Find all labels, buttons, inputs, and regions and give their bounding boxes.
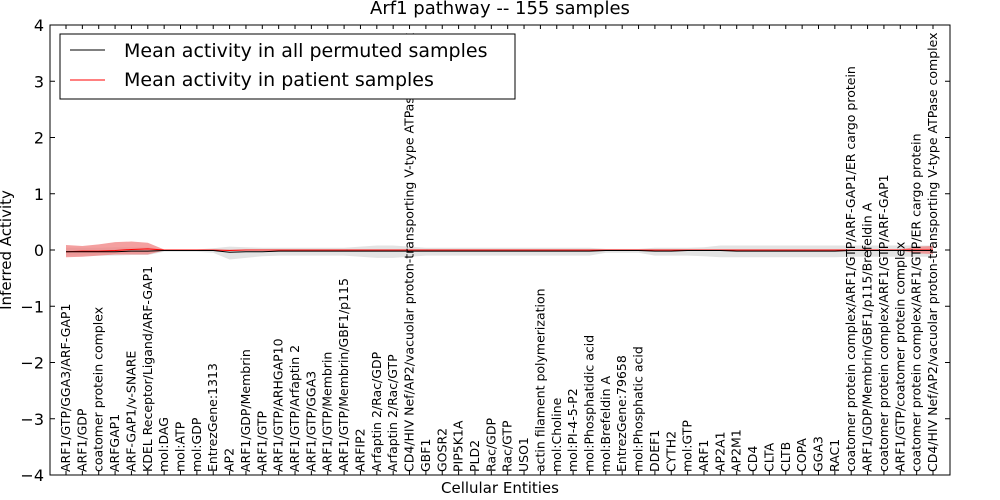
y-tick-label: −2 <box>20 354 44 373</box>
category-label: PIP5K1A <box>451 420 466 472</box>
category-label: mol:GTP <box>680 420 695 472</box>
category-label: ARF1/GTP/Arfaptin 2 <box>287 345 302 472</box>
category-label: EntrezGene:1313 <box>205 363 220 472</box>
category-label: ARF1/GDP/Membrin <box>238 349 253 472</box>
category-label: mol:Phosphatidic acid <box>581 335 596 472</box>
confidence-bands <box>66 241 933 260</box>
category-label: ARF1/GTP/Membrin <box>320 352 335 472</box>
y-axis-title: Inferred Activity <box>0 190 15 310</box>
category-label: Rac/GDP <box>483 418 498 472</box>
category-label: mol:Phosphatic acid <box>631 346 646 472</box>
category-label: mol:DAG <box>156 417 171 472</box>
category-label: ARF1/GTP/Membrin/GBF1/p115 <box>336 278 351 472</box>
category-label: actin filament polymerization <box>532 288 547 472</box>
category-label: CYTH2 <box>663 431 678 472</box>
y-tick-label: −3 <box>20 410 44 429</box>
y-tick-label: 3 <box>34 72 44 91</box>
category-labels: ARF1/GTP/GGA3/ARF-GAP1 ARF1/GDP coatomer p… <box>58 33 940 473</box>
category-label: CD4/HIV Nef/AP2/vacuolar proton-transpor… <box>925 33 940 473</box>
y-tick-label: −4 <box>20 466 44 485</box>
permuted-band <box>66 245 933 260</box>
category-label: DDEF1 <box>647 430 662 472</box>
category-label: PLD2 <box>467 440 482 472</box>
patient-mean-line <box>65 248 933 253</box>
category-label: USO1 <box>516 437 531 472</box>
y-tick-label: 0 <box>34 241 44 260</box>
y-axis: 4 3 2 1 0 −1 −2 −3 −4 <box>20 16 950 485</box>
permuted-mean-line <box>66 250 933 253</box>
category-label: coatomer protein complex <box>91 307 106 472</box>
y-tick-label: 1 <box>34 185 44 204</box>
category-label: CD4 <box>745 446 760 472</box>
plot-area <box>65 241 933 260</box>
category-label: ARF1 <box>696 440 711 472</box>
category-label: ARFGAP1 <box>107 414 122 472</box>
category-label: coatomer protein complex/ARF1/GTP/ARF-GA… <box>843 66 858 472</box>
category-label: Arfaptin 2/Rac/GDP <box>369 351 384 472</box>
category-label: RAC1 <box>827 439 842 472</box>
category-label: ARF1/GDP/Membrin/GBF1/p115/Brefeldin A <box>860 202 875 472</box>
category-label: ARF-GAP1/v-SNARE <box>123 351 138 472</box>
x-axis-ticks <box>65 25 934 475</box>
category-label: coatomer protein complex/ARF1/GTP/ARF-GA… <box>876 174 891 472</box>
y-tick-label: −1 <box>20 297 44 316</box>
chart-title: Arf1 pathway -- 155 samples <box>370 0 630 19</box>
category-label: GOSR2 <box>434 428 449 472</box>
category-label: COPA <box>794 438 809 472</box>
x-axis-title: Cellular Entities <box>441 479 559 497</box>
category-label: ARF1/GTP <box>254 411 269 472</box>
category-label: ARF1/GTP/GGA3 <box>303 371 318 472</box>
category-label: mol:Choline <box>549 397 564 472</box>
category-label: mol:PI-4-5-P2 <box>565 388 580 472</box>
legend: Mean activity in all permuted samples Me… <box>59 33 516 100</box>
category-label: KDEL Receptor/Ligand/ARF-GAP1 <box>140 266 155 472</box>
y-tick-label: 2 <box>34 129 44 148</box>
category-label: ARFIP2 <box>352 428 367 472</box>
legend-box <box>59 33 516 100</box>
category-label: GGA3 <box>810 436 825 472</box>
legend-label-permuted: Mean activity in all permuted samples <box>124 40 487 62</box>
category-label: CLTA <box>761 442 776 472</box>
series-lines <box>65 248 933 253</box>
category-label: ARF1/GTP/GGA3/ARF-GAP1 <box>58 304 73 472</box>
y-tick-label: 4 <box>34 16 44 35</box>
category-label: AP2M1 <box>729 429 744 472</box>
category-label: Rac/GTP <box>500 420 515 472</box>
category-label: AP2A1 <box>712 431 727 472</box>
category-label: mol:Brefeldin A <box>598 375 613 472</box>
category-label: coatomer protein complex/ARF1/GTP/ER car… <box>909 133 924 472</box>
category-label: mol:ATP <box>173 421 188 472</box>
category-label: EntrezGene:79658 <box>614 355 629 472</box>
category-label: ARF1/GTP/ARHGAP10 <box>271 338 286 472</box>
legend-label-patient: Mean activity in patient samples <box>124 69 434 91</box>
category-label: GBF1 <box>418 439 433 472</box>
category-label: ARF1/GTP/coatomer protein complex <box>892 242 907 472</box>
category-label: AP2 <box>222 448 237 472</box>
category-label: CLTB <box>778 442 793 472</box>
category-label: mol:GDP <box>189 417 204 472</box>
category-label: Arfaptin 2/Rac/GTP <box>385 354 400 472</box>
category-label: ARF1/GDP <box>74 408 89 472</box>
category-label: CD4/HIV Nef/AP2/vacuolar proton-transpor… <box>402 33 417 473</box>
